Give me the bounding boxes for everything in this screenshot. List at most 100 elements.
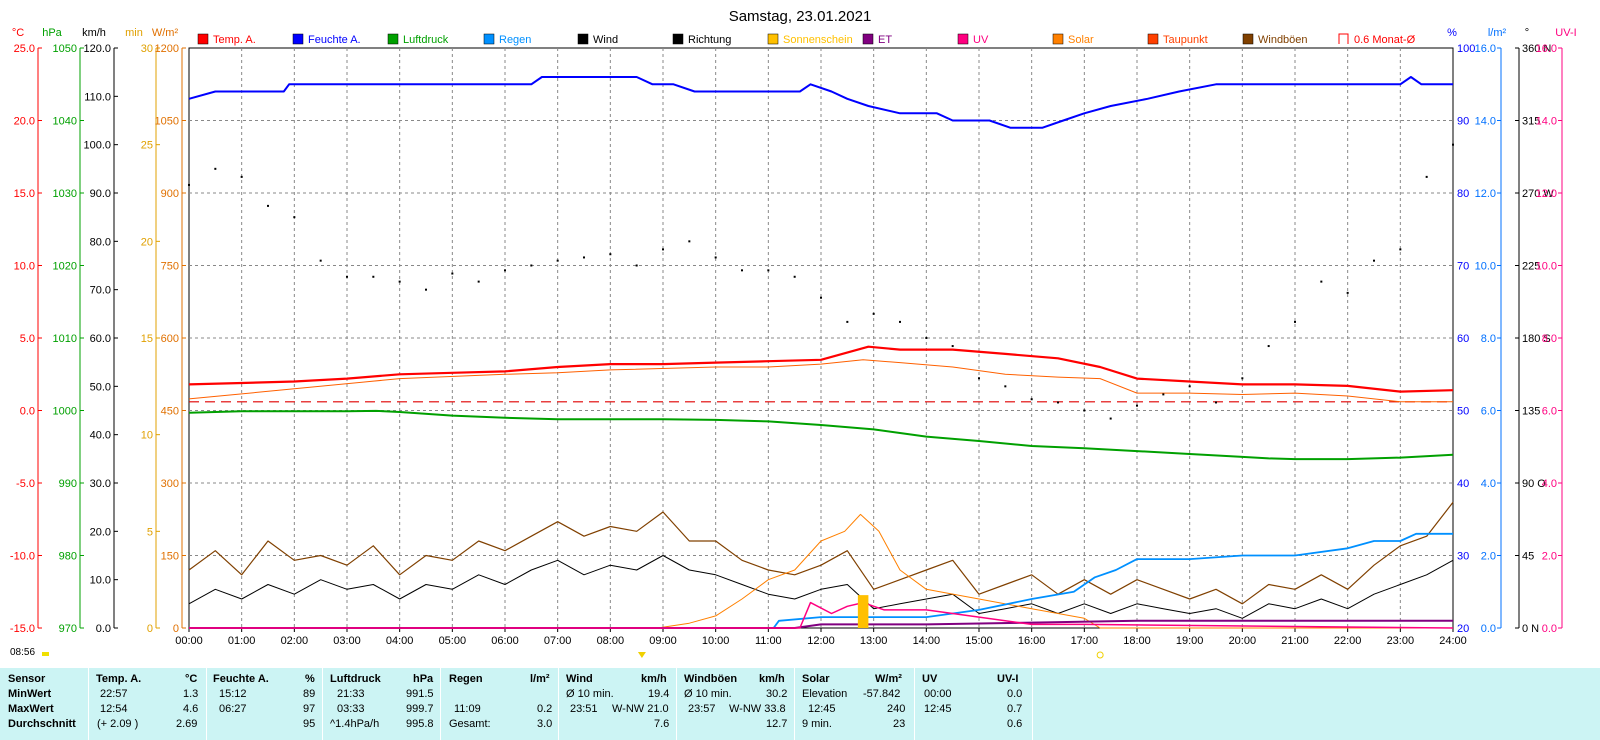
- wind-avg-value: 7.6: [654, 718, 670, 730]
- direction-point: [398, 280, 401, 283]
- legend-label: Richtung: [688, 34, 731, 46]
- series-line-solar: [189, 513, 1453, 629]
- axis-unit: UV-I: [1555, 27, 1576, 39]
- direction-point: [662, 248, 664, 251]
- table-unit-wind: km/h: [641, 673, 667, 685]
- direction-point: [188, 183, 190, 186]
- axis-tick-label: 70: [1457, 261, 1469, 273]
- x-tick-label: 07:00: [544, 635, 572, 647]
- row-label-max: MaxWert: [8, 703, 54, 715]
- direction-point: [1188, 385, 1191, 388]
- axis-tick-label: 1020: [53, 261, 77, 273]
- legend-label: Sonnenschein: [783, 34, 853, 46]
- axis-tick-label: 25: [141, 140, 153, 152]
- axis-tick-label: 990: [59, 478, 77, 490]
- legend-swatch: [292, 33, 304, 45]
- direction-point: [1320, 280, 1323, 283]
- weather-chart: Samstag, 23.01.2021 Temp. A. Feuchte A. Lu…: [10, 8, 1577, 659]
- direction-point: [688, 240, 691, 243]
- axis-tick-label: 60.0: [90, 333, 111, 345]
- solar-elevation-label: Elevation: [802, 688, 848, 700]
- axis-tick-label: 900: [161, 188, 179, 200]
- axis-tick-label: 180 S: [1522, 333, 1551, 345]
- rain-max-time: 11:09: [454, 703, 481, 715]
- legend-label: Solar: [1068, 34, 1094, 46]
- axis-tick-label: 10.0: [90, 575, 111, 587]
- direction-point: [504, 269, 506, 272]
- legend-label: Wind: [593, 34, 618, 46]
- gust-min-value: 30.2: [766, 688, 788, 700]
- direction-point: [583, 256, 585, 259]
- direction-point: [741, 269, 743, 272]
- axis-tick-label: 12.0: [1475, 188, 1496, 200]
- axis-unit: hPa: [42, 27, 62, 39]
- direction-point: [820, 296, 822, 299]
- axis-tick-label: 0.0: [96, 623, 111, 635]
- direction-point: [767, 269, 770, 272]
- solar-avg-value: 23: [893, 718, 906, 730]
- legend-label: ET: [878, 34, 892, 46]
- axis-tick-label: 80: [1457, 188, 1469, 200]
- direction-point: [1399, 248, 1402, 251]
- direction-point: [899, 320, 901, 323]
- axis-tick-label: 1000: [53, 406, 77, 418]
- legend-label: Windböen: [1258, 34, 1308, 46]
- axis-tick-label: 40.0: [90, 430, 111, 442]
- direction-point: [872, 312, 875, 315]
- legend-swatch: [1052, 33, 1064, 45]
- legend-swatch: [197, 33, 209, 45]
- axis-tick-label: 80.0: [90, 236, 111, 248]
- legend-swatch: [483, 33, 495, 45]
- axis-tick-label: 315: [1522, 116, 1540, 128]
- gust-avg-value: 12.7: [766, 718, 788, 730]
- rain-total-value: 3.0: [537, 718, 553, 730]
- axis-tick-label: 45: [1522, 551, 1534, 563]
- direction-point: [1294, 320, 1296, 323]
- axis-tick-label: 1040: [53, 116, 77, 128]
- direction-point: [1346, 291, 1349, 294]
- direction-point: [425, 288, 427, 291]
- axis-tick-label: 2.0: [1542, 551, 1557, 563]
- axis-tick-label: 10.0: [1475, 261, 1496, 273]
- table-unit-pressure: hPa: [413, 673, 434, 685]
- chart-legend: Temp. A. Feuchte A. Luftdruck Regen Wind Rich…: [197, 33, 1416, 46]
- table-unit-uv: UV-I: [997, 673, 1019, 685]
- direction-point: [609, 253, 612, 256]
- x-tick-label: 01:00: [228, 635, 256, 647]
- axis-tick-label: 980: [59, 551, 77, 563]
- direction-point: [1109, 417, 1112, 420]
- axis-unit: l/m²: [1488, 27, 1507, 39]
- axis-tick-label: 0 N: [1522, 623, 1539, 635]
- table-unit-humidity: %: [305, 673, 315, 685]
- row-label-avg: Durchschnitt: [8, 718, 76, 730]
- direction-point: [978, 377, 980, 380]
- axis-tick-label: 8.0: [1542, 333, 1557, 345]
- direction-point: [1215, 401, 1217, 404]
- axis-unit: W/m²: [152, 27, 179, 39]
- axis-tick-label: 4.0: [1542, 478, 1557, 490]
- legend-swatch: [1147, 33, 1159, 45]
- legend-label: Luftdruck: [403, 34, 449, 46]
- direction-point: [556, 259, 559, 262]
- x-tick-label: 11:00: [755, 635, 782, 647]
- axis-tick-label: 16.0: [1536, 43, 1557, 55]
- direction-point: [319, 259, 322, 262]
- series-layer: [188, 76, 1454, 629]
- temp-min-time: 22:57: [100, 688, 128, 700]
- axis-tick-label: 120.0: [83, 43, 111, 55]
- x-tick-label: 03:00: [333, 635, 361, 647]
- legend-label: Feuchte A.: [308, 34, 361, 46]
- axis-unit: °C: [12, 27, 24, 39]
- x-tick-label: 04:00: [386, 635, 414, 647]
- axis-tick-label: 0: [147, 623, 153, 635]
- axis-tick-label: 30.0: [90, 478, 111, 490]
- legend-swatch: [672, 33, 684, 45]
- table-header-uv: UV: [922, 673, 938, 685]
- axis-tick-label: 1050: [155, 116, 179, 128]
- temp-max-time: 12:54: [100, 703, 128, 715]
- table-header-sensor: Sensor: [8, 673, 46, 685]
- left-axes: °C 25.0 20.0 15.0 10.0 5.0 0.0 -5.0 -10.0 -15.0 hP…: [10, 27, 186, 635]
- solar-elevation-value: -57.842: [863, 688, 901, 700]
- timestamp-marker: [42, 652, 49, 656]
- timestamp: 08:56: [10, 647, 36, 658]
